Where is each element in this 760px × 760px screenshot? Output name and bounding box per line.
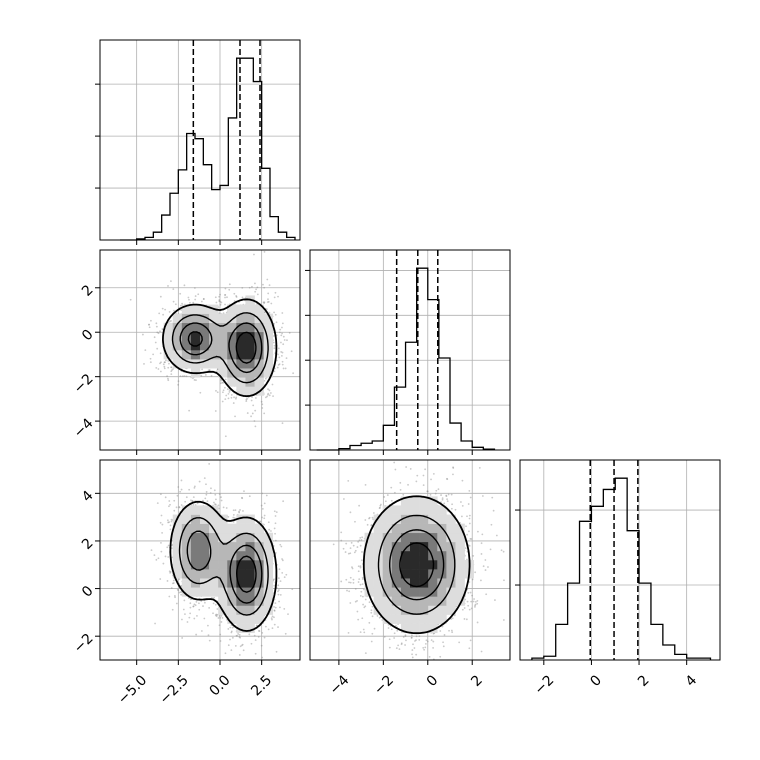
x-tick-label-col1-1: −2 <box>371 672 397 698</box>
scatter-var0-var1-contour-0 <box>162 298 278 398</box>
x-tick-label-col0-3: 2.5 <box>248 672 275 699</box>
scatter-var1-var2-contours <box>362 495 471 635</box>
y-tick-label-row2-0: −2 <box>71 631 97 657</box>
y-tick-label-row1-2: 0 <box>79 327 97 345</box>
hist-var2-histogram-steps <box>531 477 712 660</box>
scatter-var1-var2-contour-2 <box>389 529 445 601</box>
x-tick-label-col0-1: −2.5 <box>157 672 192 707</box>
y-tick-label-row1-1: −2 <box>71 371 97 397</box>
hist-var2-frame <box>519 459 721 661</box>
x-tick-label-col0-0: −5.0 <box>115 672 150 707</box>
scatter-var0-var2 <box>95 459 301 665</box>
scatter-var0-var1 <box>95 249 301 455</box>
scatter-var1-var2-contour-1 <box>377 514 456 615</box>
scatter-var1-var2 <box>309 459 511 665</box>
y-tick-label-row2-3: 4 <box>79 488 97 506</box>
y-tick-label-row2-2: 2 <box>79 535 97 553</box>
x-tick-label-col1-3: 2 <box>468 672 486 690</box>
scatter-var1-var2-plot-area <box>332 461 505 660</box>
scatter-var0-var2-contour-1 <box>178 517 269 616</box>
scatter-var1-var2-frame <box>309 459 511 661</box>
x-tick-label-col2-2: 2 <box>635 672 653 690</box>
scatter-var0-var1-contour-2 <box>179 322 263 374</box>
scatter-var0-var2-density-fill <box>172 505 274 634</box>
scatter-var0-var2-contours <box>169 500 278 632</box>
hist-var1 <box>305 249 511 455</box>
x-tick-label-col2-0: −2 <box>532 672 558 698</box>
scatter-var0-var2-plot-area <box>150 463 294 659</box>
hist-var1-histogram-steps <box>316 267 496 451</box>
x-tick-label-col1-0: −4 <box>327 672 353 698</box>
scatter-var0-var1-contour-3 <box>187 331 257 364</box>
y-tick-label-row2-1: 0 <box>79 583 97 601</box>
scatter-var1-var2-contour-0 <box>362 495 471 635</box>
hist-var1-frame <box>309 249 511 451</box>
x-tick-label-col1-2: 0 <box>424 672 442 690</box>
y-tick-label-row1-0: −4 <box>71 415 97 441</box>
scatter-var0-var2-frame <box>99 459 301 661</box>
hist-var0 <box>95 39 301 245</box>
scatter-var0-var1-contour-1 <box>171 312 269 384</box>
x-tick-label-col2-3: 4 <box>683 672 701 690</box>
x-tick-label-col2-1: 0 <box>587 672 605 690</box>
scatter-var1-var2-contour-3 <box>399 542 435 588</box>
hist-var2 <box>515 459 721 665</box>
scatter-var0-var1-frame <box>99 249 301 451</box>
y-tick-label-row1-3: 2 <box>79 282 97 300</box>
hist-var0-frame <box>99 39 301 241</box>
scatter-var0-var1-plot-area <box>129 250 295 450</box>
scatter-var0-var2-contour-3 <box>236 555 257 593</box>
scatter-var1-var2-density-fill <box>364 496 474 634</box>
scatter-var0-var1-contours <box>162 298 278 398</box>
scatter-var0-var2-contour-0 <box>169 500 278 632</box>
hist-var0-histogram-steps <box>120 57 296 241</box>
x-tick-label-col0-2: 0.0 <box>207 672 234 699</box>
scatter-var0-var2-contour-2 <box>186 530 263 604</box>
